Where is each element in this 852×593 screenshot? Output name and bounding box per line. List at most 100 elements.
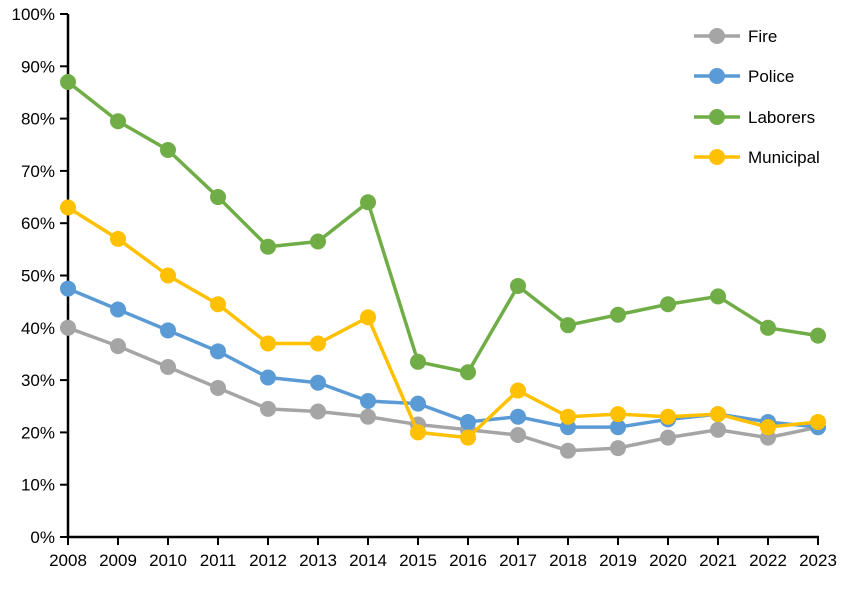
legend-marker-municipal xyxy=(709,149,725,165)
x-tick-label: 2012 xyxy=(249,551,287,570)
fire-point-2012 xyxy=(260,400,276,417)
municipal-point-2008 xyxy=(60,199,76,216)
x-tick-label: 2014 xyxy=(349,551,387,570)
legend-item-fire: Fire xyxy=(694,27,777,46)
police-point-2013 xyxy=(310,374,326,391)
x-tick-label: 2009 xyxy=(99,551,137,570)
x-tick-label: 2022 xyxy=(749,551,787,570)
municipal-point-2020 xyxy=(660,408,676,425)
municipal-point-2018 xyxy=(560,408,576,425)
laborers-point-2015 xyxy=(410,353,426,370)
municipal-point-2017 xyxy=(510,382,526,399)
municipal-point-2021 xyxy=(710,406,726,423)
municipal-point-2019 xyxy=(610,406,626,423)
municipal-point-2016 xyxy=(460,429,476,446)
police-point-2008 xyxy=(60,280,76,297)
police-point-2010 xyxy=(160,322,176,339)
laborers-point-2022 xyxy=(760,319,776,336)
laborers-point-2021 xyxy=(710,288,726,305)
fire-point-2008 xyxy=(60,319,76,336)
fire-point-2014 xyxy=(360,408,376,425)
series-line-municipal xyxy=(66,205,820,440)
x-tick-label: 2020 xyxy=(649,551,687,570)
legend-item-municipal: Municipal xyxy=(694,148,820,167)
municipal-point-2012 xyxy=(260,335,276,352)
y-tick-label: 70% xyxy=(21,162,55,181)
laborers-point-2016 xyxy=(460,364,476,381)
laborers-point-2019 xyxy=(610,306,626,323)
municipal-point-2014 xyxy=(360,309,376,326)
police-point-2015 xyxy=(410,395,426,412)
y-tick-label: 60% xyxy=(21,214,55,233)
legend: Fire Police Laborers Municipal xyxy=(694,27,820,167)
police-point-2014 xyxy=(360,393,376,410)
police-point-2012 xyxy=(260,369,276,386)
legend-label-municipal: Municipal xyxy=(748,148,820,167)
x-tick-label: 2015 xyxy=(399,551,437,570)
police-point-2017 xyxy=(510,408,526,425)
laborers-point-2018 xyxy=(560,317,576,334)
municipal-point-2010 xyxy=(160,267,176,284)
x-tick-label: 2018 xyxy=(549,551,587,570)
y-tick-label: 10% xyxy=(21,476,55,495)
municipal-point-2013 xyxy=(310,335,326,352)
laborers-point-2012 xyxy=(260,238,276,255)
series-group xyxy=(60,73,826,459)
police-point-2016 xyxy=(460,413,476,430)
y-tick-label: 50% xyxy=(21,267,55,286)
laborers-point-2011 xyxy=(210,189,226,206)
fire-point-2018 xyxy=(560,442,576,459)
police-point-2019 xyxy=(610,419,626,436)
legend-marker-police xyxy=(709,68,725,84)
laborers-point-2008 xyxy=(60,73,76,90)
y-tick-label: 40% xyxy=(21,319,55,338)
x-tick-label: 2013 xyxy=(299,551,337,570)
series-line-fire xyxy=(66,326,820,453)
x-tick-label: 2011 xyxy=(200,551,237,570)
laborers-point-2014 xyxy=(360,194,376,211)
municipal-point-2009 xyxy=(110,230,126,247)
fire-point-2020 xyxy=(660,429,676,446)
municipal-point-2023 xyxy=(810,413,826,430)
x-axis: 2008 2009 2010 2011 2012 2013 2014 2015 2016 2017… xyxy=(49,535,837,570)
fire-point-2011 xyxy=(210,379,226,396)
legend-label-laborers: Laborers xyxy=(748,108,815,127)
laborers-point-2017 xyxy=(510,277,526,294)
y-tick-label: 30% xyxy=(21,371,55,390)
laborers-point-2009 xyxy=(110,113,126,130)
x-tick-label: 2010 xyxy=(149,551,187,570)
y-tick-label: 90% xyxy=(21,57,55,76)
fire-point-2019 xyxy=(610,440,626,457)
fire-point-2021 xyxy=(710,421,726,438)
x-tick-label: 2019 xyxy=(599,551,637,570)
municipal-point-2011 xyxy=(210,296,226,313)
x-tick-label: 2008 xyxy=(49,551,87,570)
y-axis: 0% 10% 20% 30% 40% 50% 60% 70% 80% 90% 100% xyxy=(12,5,70,547)
fire-point-2017 xyxy=(510,427,526,444)
laborers-point-2023 xyxy=(810,327,826,344)
x-tick-label: 2017 xyxy=(499,551,537,570)
laborers-point-2020 xyxy=(660,296,676,313)
y-tick-label: 100% xyxy=(12,5,55,24)
x-tick-label: 2023 xyxy=(799,551,837,570)
fire-point-2013 xyxy=(310,403,326,420)
police-point-2009 xyxy=(110,301,126,318)
y-tick-label: 80% xyxy=(21,110,55,129)
series-line-laborers xyxy=(66,80,820,375)
x-tick-label: 2016 xyxy=(449,551,487,570)
fire-point-2009 xyxy=(110,338,126,355)
legend-marker-fire xyxy=(709,28,725,44)
series-line-police xyxy=(66,286,820,429)
municipal-point-2022 xyxy=(760,419,776,436)
y-tick-label: 20% xyxy=(21,423,55,442)
legend-item-police: Police xyxy=(694,67,794,86)
y-tick-label: 0% xyxy=(30,528,55,547)
legend-item-laborers: Laborers xyxy=(694,108,815,127)
legend-marker-laborers xyxy=(709,109,725,125)
laborers-point-2010 xyxy=(160,141,176,158)
municipal-point-2015 xyxy=(410,424,426,441)
fire-point-2010 xyxy=(160,359,176,376)
x-tick-label: 2021 xyxy=(699,551,737,570)
